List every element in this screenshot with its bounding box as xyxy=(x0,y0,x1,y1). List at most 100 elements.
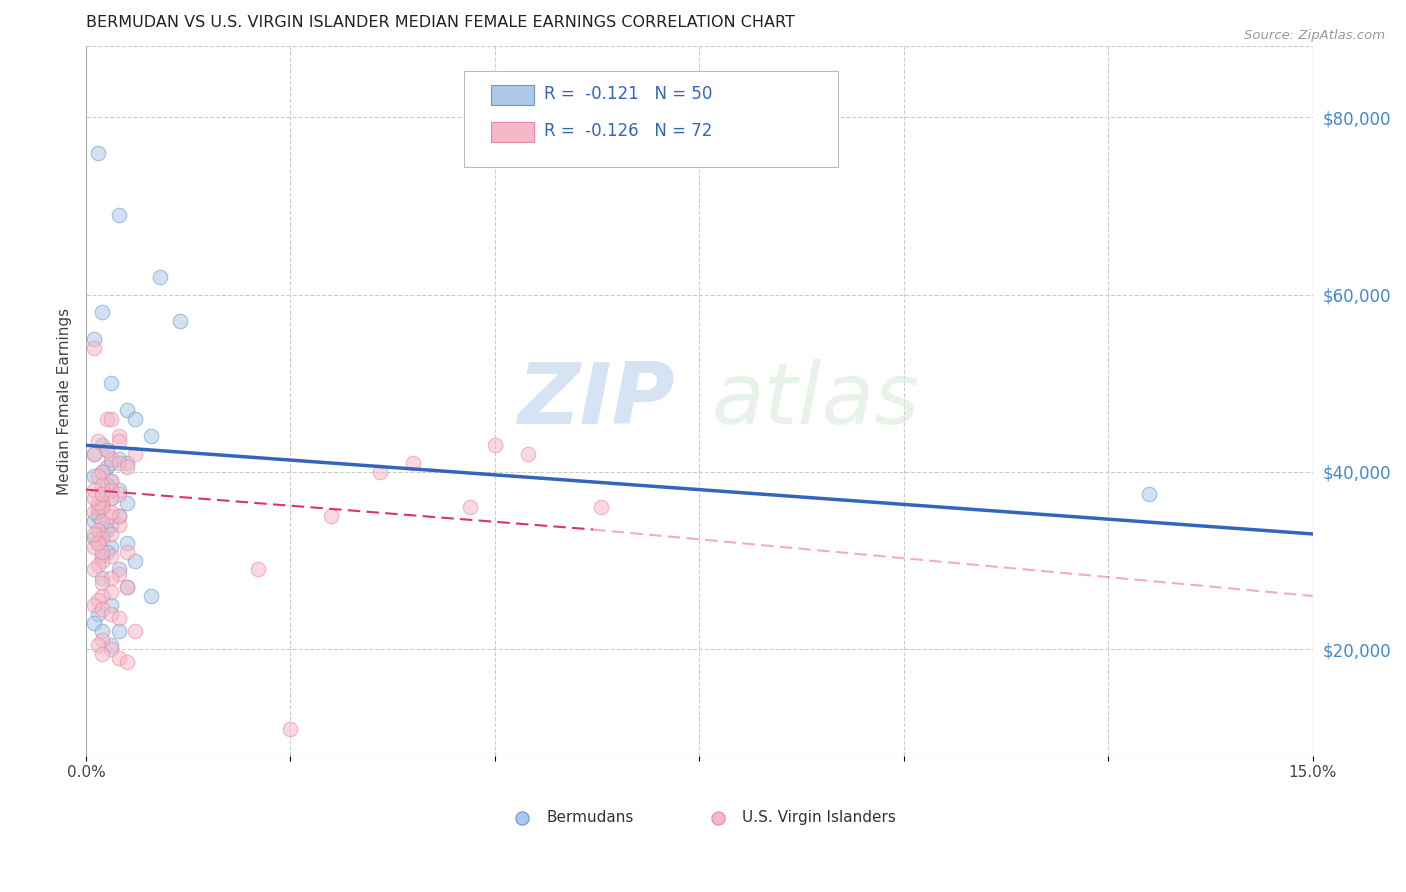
Point xyxy=(107,429,129,443)
Point xyxy=(91,624,114,639)
Point xyxy=(83,540,105,554)
Point xyxy=(91,514,114,528)
Point xyxy=(115,402,138,417)
Point xyxy=(87,434,110,448)
Point xyxy=(149,269,172,284)
Point xyxy=(107,624,129,639)
Point xyxy=(100,607,122,621)
Point xyxy=(484,438,506,452)
Bar xyxy=(491,86,534,105)
Point xyxy=(91,532,114,546)
Point xyxy=(83,532,105,546)
Point xyxy=(280,722,302,736)
Point xyxy=(83,447,105,461)
Point xyxy=(91,465,114,479)
Point xyxy=(91,438,114,452)
Point xyxy=(91,500,114,515)
Point xyxy=(100,642,122,657)
Point xyxy=(100,491,122,506)
Point xyxy=(107,451,129,466)
Point xyxy=(91,527,114,541)
Point xyxy=(516,447,538,461)
Point xyxy=(87,607,110,621)
Point xyxy=(91,647,114,661)
Point xyxy=(83,598,105,612)
Point xyxy=(100,483,122,497)
Text: R =  -0.121   N = 50: R = -0.121 N = 50 xyxy=(544,85,711,103)
Point xyxy=(96,442,118,457)
Point xyxy=(124,411,146,425)
Point xyxy=(460,500,482,515)
Point xyxy=(141,589,163,603)
Point xyxy=(591,500,613,515)
Point xyxy=(91,500,114,515)
Point xyxy=(91,544,114,558)
Point xyxy=(83,341,105,355)
Point xyxy=(100,527,122,541)
Point xyxy=(100,474,122,488)
Point xyxy=(100,451,122,466)
Point xyxy=(100,376,122,391)
Point xyxy=(91,487,114,501)
Point xyxy=(321,509,343,524)
Point xyxy=(107,509,129,524)
Text: ZIP: ZIP xyxy=(517,359,675,442)
Point xyxy=(107,518,129,533)
Point xyxy=(107,562,129,576)
Point xyxy=(91,487,114,501)
Point xyxy=(107,651,129,665)
Point xyxy=(87,496,110,510)
Point xyxy=(124,624,146,639)
Point xyxy=(402,456,425,470)
Point xyxy=(83,447,105,461)
Point xyxy=(87,505,110,519)
Text: R =  -0.126   N = 72: R = -0.126 N = 72 xyxy=(544,122,711,140)
FancyBboxPatch shape xyxy=(464,71,838,167)
Point xyxy=(91,549,114,563)
Point xyxy=(100,549,122,563)
Point xyxy=(107,487,129,501)
Point xyxy=(91,589,114,603)
Point xyxy=(115,496,138,510)
Point xyxy=(246,562,269,576)
Point xyxy=(83,491,105,506)
Point xyxy=(83,514,105,528)
Point xyxy=(91,602,114,616)
Point xyxy=(115,544,138,558)
Point xyxy=(91,465,114,479)
Point xyxy=(87,509,110,524)
Point xyxy=(100,540,122,554)
Y-axis label: Median Female Earnings: Median Female Earnings xyxy=(58,308,72,494)
Point xyxy=(83,505,105,519)
Text: BERMUDAN VS U.S. VIRGIN ISLANDER MEDIAN FEMALE EARNINGS CORRELATION CHART: BERMUDAN VS U.S. VIRGIN ISLANDER MEDIAN … xyxy=(86,15,794,30)
Point xyxy=(96,544,118,558)
Point xyxy=(96,460,118,475)
Point xyxy=(115,456,138,470)
Point xyxy=(91,575,114,590)
Point xyxy=(100,456,122,470)
Point xyxy=(100,411,122,425)
Point xyxy=(115,656,138,670)
Point xyxy=(91,633,114,648)
Point xyxy=(124,447,146,461)
Point xyxy=(96,411,118,425)
Point xyxy=(91,553,114,567)
Point xyxy=(83,469,105,483)
Point xyxy=(141,429,163,443)
Point xyxy=(115,536,138,550)
Point xyxy=(87,523,110,537)
Point xyxy=(96,523,118,537)
Point xyxy=(107,566,129,581)
Point xyxy=(83,615,105,630)
Point xyxy=(100,491,122,506)
Point xyxy=(100,638,122,652)
Point xyxy=(107,434,129,448)
Point xyxy=(96,478,118,492)
Point xyxy=(87,536,110,550)
Bar xyxy=(491,122,534,142)
Point xyxy=(91,571,114,585)
Point xyxy=(87,500,110,515)
Point xyxy=(370,465,392,479)
Point xyxy=(1137,487,1160,501)
Point xyxy=(87,469,110,483)
